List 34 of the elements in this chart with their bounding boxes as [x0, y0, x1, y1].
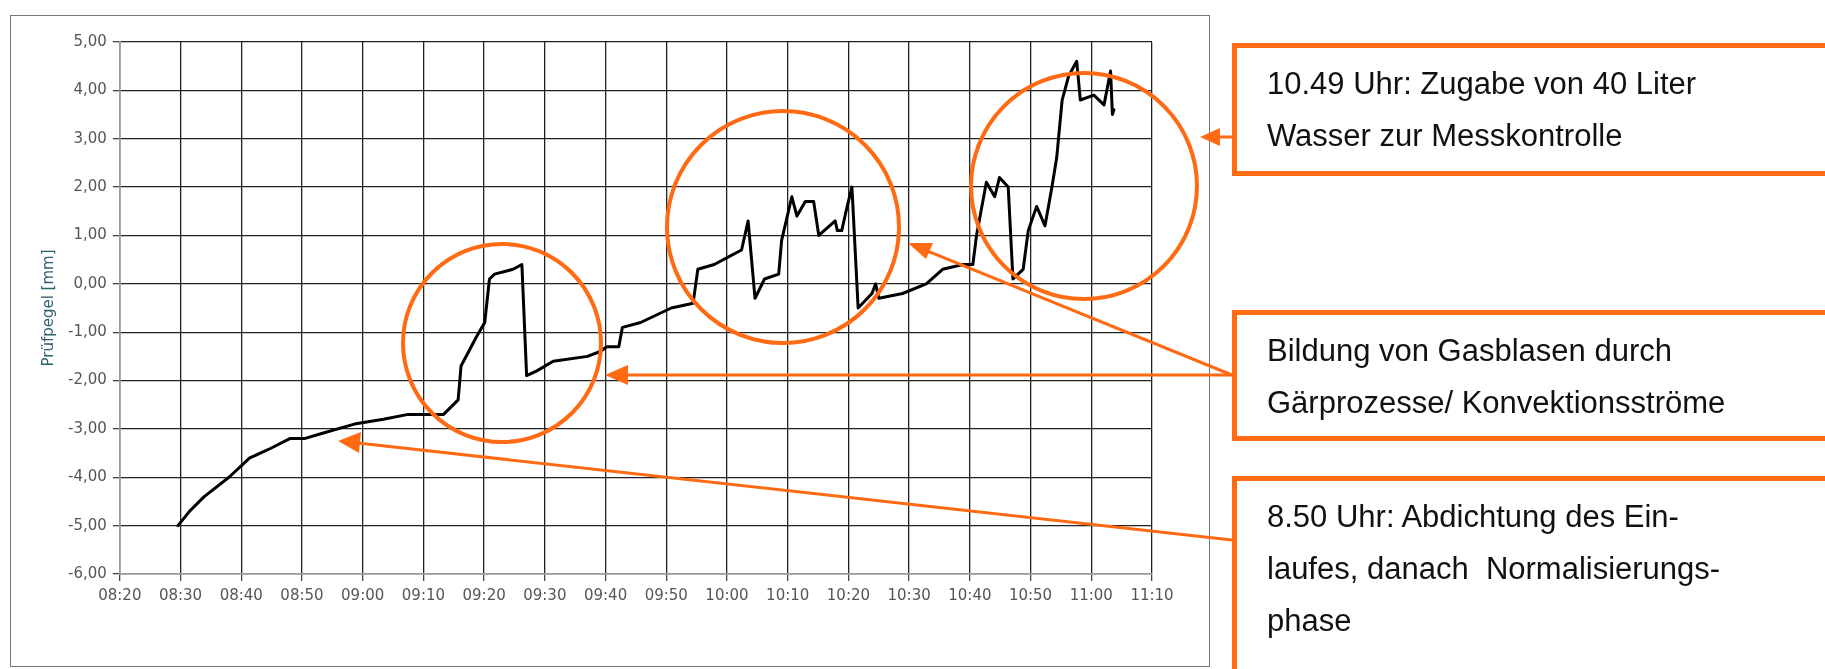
y-tick-label: -6,00	[68, 563, 107, 582]
x-tick-label: 09:30	[523, 585, 567, 604]
y-tick-label: 3,00	[73, 128, 107, 147]
x-tick-label: 08:20	[98, 585, 142, 604]
x-tick-label: 10:30	[887, 585, 931, 604]
y-tick-label: 5,00	[73, 31, 107, 50]
text: 10.49 Uhr: Zugabe von 40 Liter Wasser zur Messkontrolle	[1232, 43, 1825, 176]
y-tick-label: -2,00	[68, 370, 107, 389]
y-tick-label: 0,00	[73, 273, 107, 292]
x-tick-label: 11:10	[1130, 585, 1174, 604]
x-tick-label: 10:20	[826, 585, 871, 604]
y-axis-title: Prüfpegel [mm]	[38, 249, 57, 367]
x-tick-label: 10:10	[766, 585, 810, 604]
y-tick-label: 4,00	[73, 80, 107, 99]
text: Bildung von Gasblasen durch Gärprozesse/ Konvektionsströme	[1232, 310, 1825, 441]
x-tick-label: 10:50	[1008, 585, 1053, 604]
x-tick-label: 09:10	[401, 585, 446, 604]
y-tick-label: 2,00	[73, 176, 107, 195]
x-tick-label: 09:00	[341, 585, 385, 604]
x-tick-label: 09:20	[462, 585, 506, 604]
x-tick-label: 08:50	[280, 585, 324, 604]
x-tick-label: 11:00	[1069, 585, 1113, 604]
text: 8.50 Uhr: Abdichtung des Ein- laufes, danach Normalisierungs- phase	[1232, 476, 1825, 669]
x-tick-label: 10:00	[705, 585, 749, 604]
y-tick-label: -1,00	[68, 322, 107, 341]
x-tick-label: 08:30	[158, 585, 203, 604]
y-tick-label: -3,00	[68, 418, 107, 437]
y-tick-label: 1,00	[73, 225, 107, 244]
y-tick-label: -4,00	[68, 467, 107, 486]
x-tick-label: 09:50	[644, 585, 688, 604]
x-tick-label: 10:40	[948, 585, 992, 604]
x-tick-label: 08:40	[219, 585, 263, 604]
x-tick-label: 09:40	[583, 585, 628, 604]
y-tick-label: -5,00	[68, 515, 107, 534]
